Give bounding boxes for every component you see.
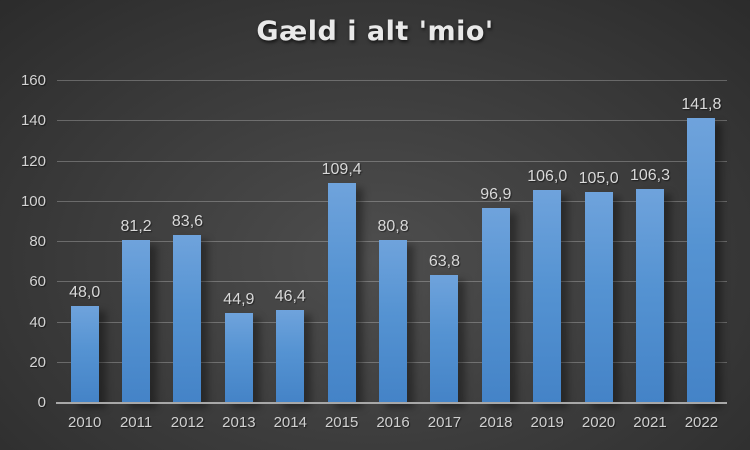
bar-2017 [430,274,459,403]
x-axis-tick-label: 2019 [530,414,564,431]
bar-data-label: 83,6 [171,212,204,230]
bar-2018 [481,208,510,403]
bar-slot: 81,2 [110,218,161,403]
bar-2012 [173,234,202,403]
x-axis-tick-label: 2017 [427,414,462,431]
bar-2020 [584,191,613,403]
x-axis-tick-label: 2011 [119,414,153,431]
x-axis-tick-label: 2021 [633,414,667,431]
bar-2011 [122,239,151,403]
x-axis-tick-label: 2022 [684,414,719,431]
y-axis-tick-label: 160 [20,72,46,89]
gridline [57,160,727,162]
x-axis-tick-label: 2016 [376,414,410,431]
gridline [57,80,727,81]
bar-data-label: 44,9 [223,290,255,308]
x-axis-tick-label: 2020 [581,414,616,431]
bar-data-label: 141,8 [681,95,722,113]
bar-slot: 63,8 [419,253,470,403]
bar-slot: 106,3 [624,167,675,403]
y-axis-tick-label: 140 [20,112,46,130]
bar-data-label: 81,2 [120,217,152,235]
bar-data-label: 109,4 [321,160,362,178]
bar-2021 [635,189,664,403]
bar-data-label: 46,4 [274,287,306,305]
bar-2010 [70,306,99,403]
bar-slot: 46,4 [265,288,316,403]
bar-slot: 83,6 [162,213,213,403]
bar-data-label: 106,0 [527,167,568,185]
bar-slot: 106,0 [522,168,573,403]
bar-data-label: 80,8 [377,218,409,236]
x-axis-tick-label: 2012 [170,414,205,431]
bar-2019 [533,189,562,403]
x-axis-tick-label: 2010 [68,414,102,431]
gridline [57,120,727,122]
bar-2013 [224,312,253,403]
bar-data-label: 48,0 [69,284,101,302]
chart-title: Gæld i alt 'mio' [256,16,494,47]
bar-data-label: 105,0 [578,169,619,187]
bar-slot: 48,0 [59,284,110,403]
bar-slot: 141,8 [676,96,727,403]
x-axis-labels: 2010 2011 2012 2013 2014 2015 2016 2017 2018 2019… [59,414,727,431]
x-axis-tick-label: 2014 [273,414,307,431]
bar-2022 [687,117,716,403]
bar-data-label: 63,8 [428,252,460,270]
y-axis-tick-label: 120 [20,152,46,170]
x-axis-tick-label: 2013 [222,414,256,431]
bar-2015 [327,182,356,403]
bar-data-label: 96,9 [480,186,512,203]
gridline [57,200,727,202]
bar-slot: 80,8 [367,218,418,403]
y-axis-tick-label: 60 [29,273,46,291]
x-axis-tick-label: 2018 [479,414,513,431]
bar-slot: 105,0 [573,170,624,403]
bar-slot: 109,4 [316,161,367,403]
bar-data-label: 106,3 [629,167,671,185]
x-axis-tick-label: 2015 [324,414,359,431]
bar-slot: 96,9 [470,186,521,403]
bar-2014 [276,309,305,403]
bar-slot: 44,9 [213,291,264,403]
y-axis-tick-label: 40 [29,313,46,331]
plot-area: 48,0 81,2 83,6 44,9 46,4 109,4 80,8 63,8 96,9 106… [21,72,727,431]
y-axis-tick-label: 20 [29,353,46,371]
y-axis-tick-label: 100 [20,192,46,210]
bar-2016 [379,240,408,403]
y-axis-tick-label: 80 [29,233,46,250]
x-axis-line [56,402,727,404]
bar-series: 48,0 81,2 83,6 44,9 46,4 109,4 80,8 63,8 96,9 106… [59,21,727,403]
y-axis-tick-label: 0 [37,394,46,411]
